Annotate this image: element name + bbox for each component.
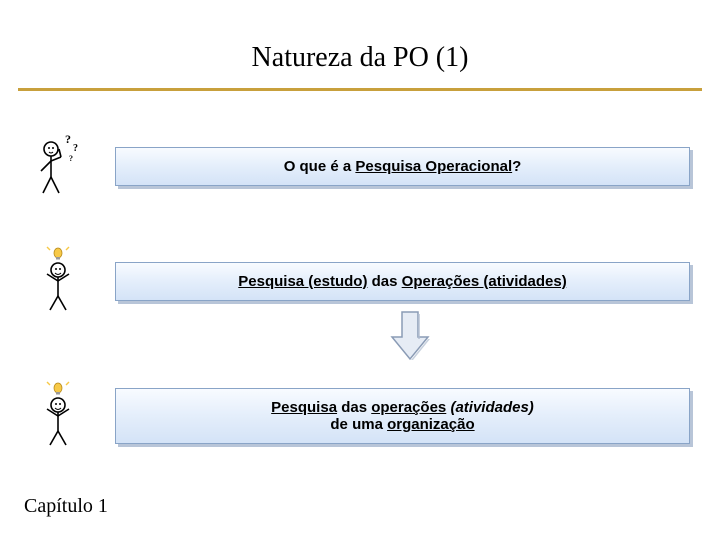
q1-suffix: ? [512,158,521,175]
row-3: Pesquisa das operações (atividades) de u… [0,381,720,451]
row-2: Pesquisa (estudo) das Operações (ativida… [0,246,720,316]
slide-title: Natureza da PO (1) [0,0,720,88]
chapter-label: Capítulo 1 [24,495,108,518]
q3-e: de uma [330,416,387,433]
idea-figure-icon-2 [0,381,115,451]
arrow-down-icon [390,309,430,364]
svg-text:?: ? [65,132,71,146]
content-area: ? ? ? O que é a Pesquisa Operacional? [0,91,720,451]
q3-c: operações [371,399,446,416]
q2-mid: das [367,273,401,290]
row-1: ? ? ? O que é a Pesquisa Operacional? [0,131,720,201]
svg-text:?: ? [69,154,73,163]
q2-underlined: Operações (atividades) [402,273,567,290]
answer-box-1: Pesquisa (estudo) das Operações (ativida… [115,262,690,301]
q2-prefix: Pesquisa (estudo) [238,273,367,290]
q1-prefix: O que é a [284,158,356,175]
answer-box-2: Pesquisa das operações (atividades) de u… [115,388,690,444]
q3-b: das [337,399,371,416]
question-box-1: O que é a Pesquisa Operacional? [115,147,690,186]
q3-d: (atividades) [446,399,534,416]
idea-figure-icon-1 [0,246,115,316]
svg-text:?: ? [73,143,78,154]
q1-underlined: Pesquisa Operacional [355,158,512,175]
q3-f: organização [387,416,475,433]
q3-a: Pesquisa [271,399,337,416]
thinking-figure-icon: ? ? ? [0,131,115,201]
